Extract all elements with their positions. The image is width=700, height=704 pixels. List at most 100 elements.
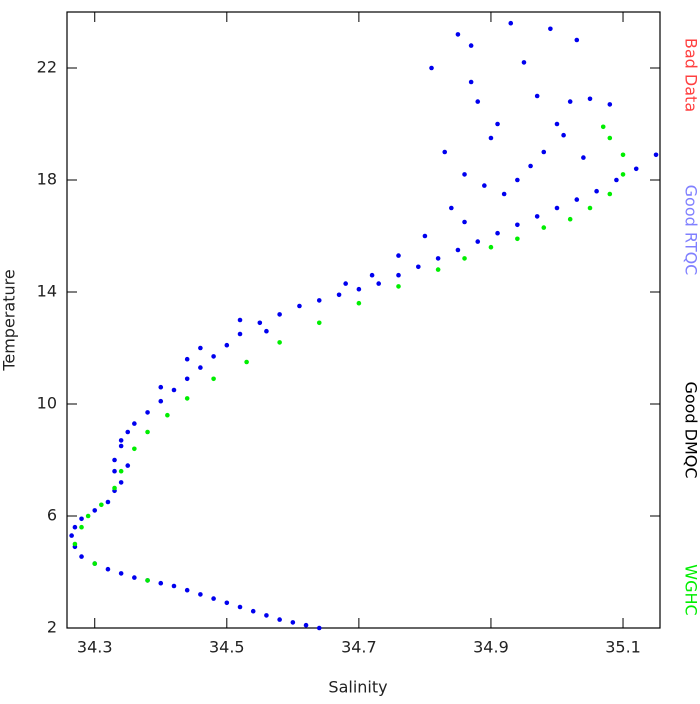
x-tick-label: 34.7 [341,638,377,657]
point [588,97,593,102]
point [165,413,170,418]
point [548,27,553,32]
point [185,357,190,362]
point [112,486,117,491]
legend-entry: WGHC [682,564,700,615]
point [489,245,494,250]
point [423,234,428,239]
point [495,231,500,236]
point [535,214,540,219]
y-tick-label: 6 [47,506,57,525]
point [608,136,613,141]
point [198,346,203,351]
point [568,99,573,104]
point [119,571,124,576]
point [601,125,606,130]
point [73,525,78,530]
point [555,206,560,211]
point [621,153,626,158]
point [251,609,256,614]
point [462,256,467,261]
point [106,500,111,505]
point [436,267,441,272]
point [106,567,111,572]
point [489,136,494,141]
point [396,253,401,258]
point [608,192,613,197]
point [581,155,586,160]
point [317,626,322,631]
point [337,293,342,298]
point [225,343,230,348]
point [508,21,513,26]
point [132,421,137,426]
point [522,60,527,65]
point [99,503,104,508]
point [145,430,150,435]
point [594,189,599,194]
point [264,329,269,334]
point [429,66,434,71]
point [515,178,520,183]
x-tick-label: 34.9 [473,638,509,657]
y-axis-label: Temperature [0,269,19,371]
point [475,239,480,244]
point [92,561,97,566]
point [456,32,461,37]
point [158,581,163,586]
point [396,284,401,289]
point [79,517,84,522]
point [119,480,124,485]
point [614,178,619,183]
point [482,183,487,188]
legend-entry: Good DMQC [682,381,700,478]
point [449,206,454,211]
point [654,153,659,158]
point [277,617,282,622]
point [79,554,84,559]
point [297,304,302,309]
point [264,613,269,618]
point [92,508,97,513]
point [469,43,474,48]
point [73,542,78,547]
point [119,438,124,443]
legend-entry: Good RTQC [682,185,700,276]
point [112,458,117,463]
x-axis-label: Salinity [328,678,387,697]
point [456,248,461,253]
point [555,122,560,127]
point [495,122,500,127]
legend-entry: Bad Data [682,38,700,112]
point [469,80,474,85]
point [238,332,243,337]
point [158,399,163,404]
x-tick-label: 34.5 [209,638,245,657]
point [502,192,507,197]
point [317,321,322,326]
y-tick-label: 22 [37,58,57,77]
point [442,150,447,155]
point [225,601,230,606]
point [370,273,375,278]
y-tick-label: 2 [47,618,57,637]
point [258,321,263,326]
plot-frame [67,12,660,628]
point [588,206,593,211]
point [396,273,401,278]
point [568,217,573,222]
y-tick-label: 14 [37,282,57,301]
point [621,172,626,177]
point [185,588,190,593]
y-tick-label: 18 [37,170,57,189]
point [145,578,150,583]
point [277,312,282,317]
point [238,605,243,610]
point [541,150,546,155]
point [376,281,381,286]
point [211,596,216,601]
point [515,237,520,242]
point [436,256,441,261]
point [561,133,566,138]
